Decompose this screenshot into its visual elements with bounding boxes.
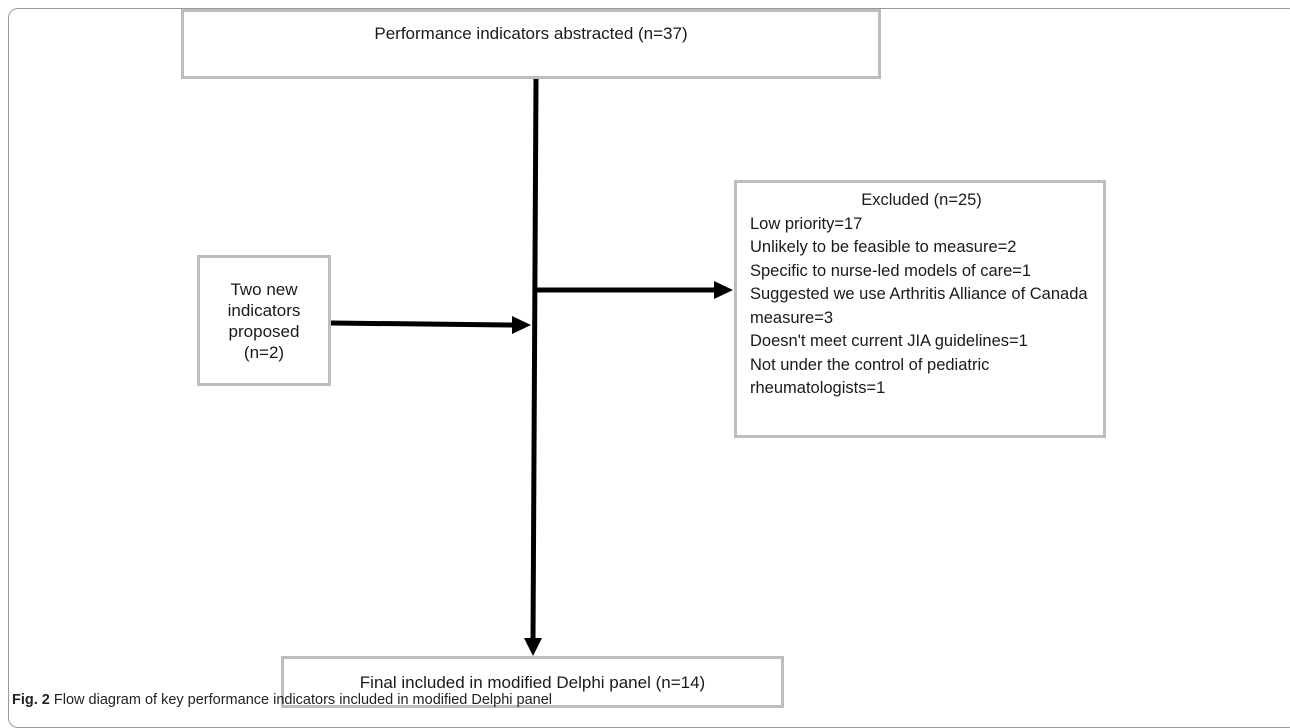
excluded-heading: Excluded (n=25) xyxy=(861,191,982,209)
box-indicators-abstracted: Performance indicators abstracted (n=37) xyxy=(181,9,881,79)
excluded-reason: Unlikely to be feasible to measure=2 xyxy=(750,238,1017,256)
arrowhead-right-into-excluded xyxy=(714,281,733,299)
excluded-reason: Doesn't meet current JIA guidelines=1 xyxy=(750,332,1028,350)
excluded-reason: Low priority=17 xyxy=(750,214,863,233)
figure-caption: Fig. 2 Flow diagram of key performance i… xyxy=(12,691,552,709)
box-new-indicators-text: Two new indicators proposed (n=2) xyxy=(227,279,301,362)
excluded-reason: Specific to nurse-led models of care=1 xyxy=(750,261,1032,280)
arrow-from-left-box xyxy=(330,320,513,328)
box-final-included: Final included in modified Delphi panel … xyxy=(281,656,784,708)
figure-caption-label: Fig. 2 xyxy=(12,692,50,708)
box-new-indicators: Two new indicators proposed (n=2) xyxy=(197,255,331,386)
arrow-main-vertical xyxy=(530,78,539,641)
box-excluded: Excluded (n=25) Low priority=17 Unlikely… xyxy=(734,180,1106,438)
figure-caption-text: Flow diagram of key performance indicato… xyxy=(49,692,552,708)
arrowhead-right-into-main xyxy=(512,316,531,334)
box-final-included-text: Final included in modified Delphi panel … xyxy=(359,672,706,692)
excluded-reason: Not under the control of pediatric rheum… xyxy=(750,355,990,398)
excluded-reason: Suggested we use Arthritis Alliance of C… xyxy=(750,285,1088,327)
arrowhead-down xyxy=(524,638,542,656)
box-indicators-abstracted-text: Performance indicators abstracted (n=37) xyxy=(374,24,688,43)
